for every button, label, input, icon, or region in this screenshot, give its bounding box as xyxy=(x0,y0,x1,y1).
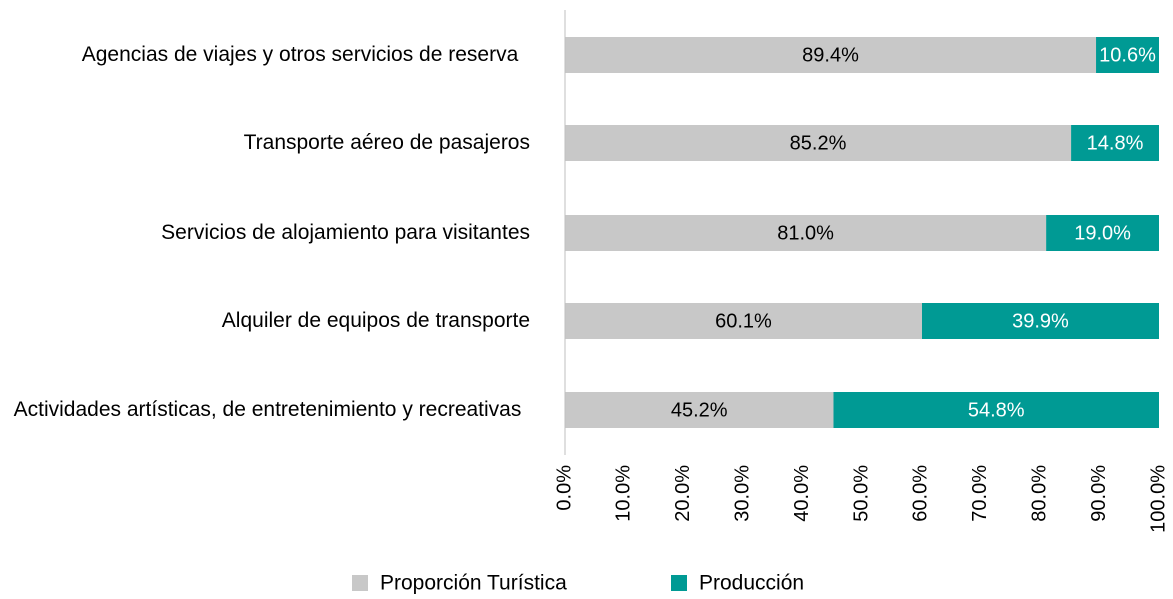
category-label: Transporte aéreo de pasajeros xyxy=(243,131,530,154)
legend-label: Producción xyxy=(699,572,804,595)
value-label: 85.2% xyxy=(790,132,847,154)
value-label: 89.4% xyxy=(802,44,859,66)
bar-segment xyxy=(565,303,922,339)
bar-segment xyxy=(1046,215,1159,251)
value-label: 45.2% xyxy=(671,399,728,421)
category-label: Agencias de viajes y otros servicios de … xyxy=(81,43,519,66)
x-tick-label: 90.0% xyxy=(1088,465,1110,522)
value-label: 10.6% xyxy=(1099,44,1156,66)
bar-segment xyxy=(1071,125,1159,161)
x-tick-label: 50.0% xyxy=(850,465,872,522)
bar-segment xyxy=(565,215,1047,251)
x-tick-label: 80.0% xyxy=(1028,465,1050,522)
legend-swatch xyxy=(671,575,687,591)
bar-segment xyxy=(1096,37,1159,73)
value-label: 60.1% xyxy=(715,310,772,332)
value-label: 19.0% xyxy=(1074,222,1131,244)
bar-segment xyxy=(565,37,1097,73)
category-label: Alquiler de equipos de transporte xyxy=(221,309,530,332)
legend-swatch xyxy=(352,575,368,591)
x-tick-label: 10.0% xyxy=(613,465,635,522)
value-label: 54.8% xyxy=(968,399,1025,421)
x-tick-label: 20.0% xyxy=(672,465,694,522)
bar-segment xyxy=(565,392,834,428)
bar-segment xyxy=(921,303,1159,339)
value-label: 81.0% xyxy=(777,222,834,244)
value-label: 14.8% xyxy=(1087,132,1144,154)
value-label: 39.9% xyxy=(1012,310,1069,332)
x-tick-label: 100.0% xyxy=(1147,465,1169,533)
category-label: Actividades artísticas, de entretenimien… xyxy=(13,398,522,421)
bar-segment xyxy=(565,125,1072,161)
x-tick-label: 30.0% xyxy=(731,465,753,522)
category-label: Servicios de alojamiento para visitantes xyxy=(161,221,530,244)
legend-label: Proporción Turística xyxy=(380,572,567,595)
bar-segment xyxy=(833,392,1159,428)
x-tick-label: 0.0% xyxy=(553,465,575,511)
x-tick-label: 40.0% xyxy=(791,465,813,522)
x-tick-label: 60.0% xyxy=(910,465,932,522)
x-tick-label: 70.0% xyxy=(969,465,991,522)
